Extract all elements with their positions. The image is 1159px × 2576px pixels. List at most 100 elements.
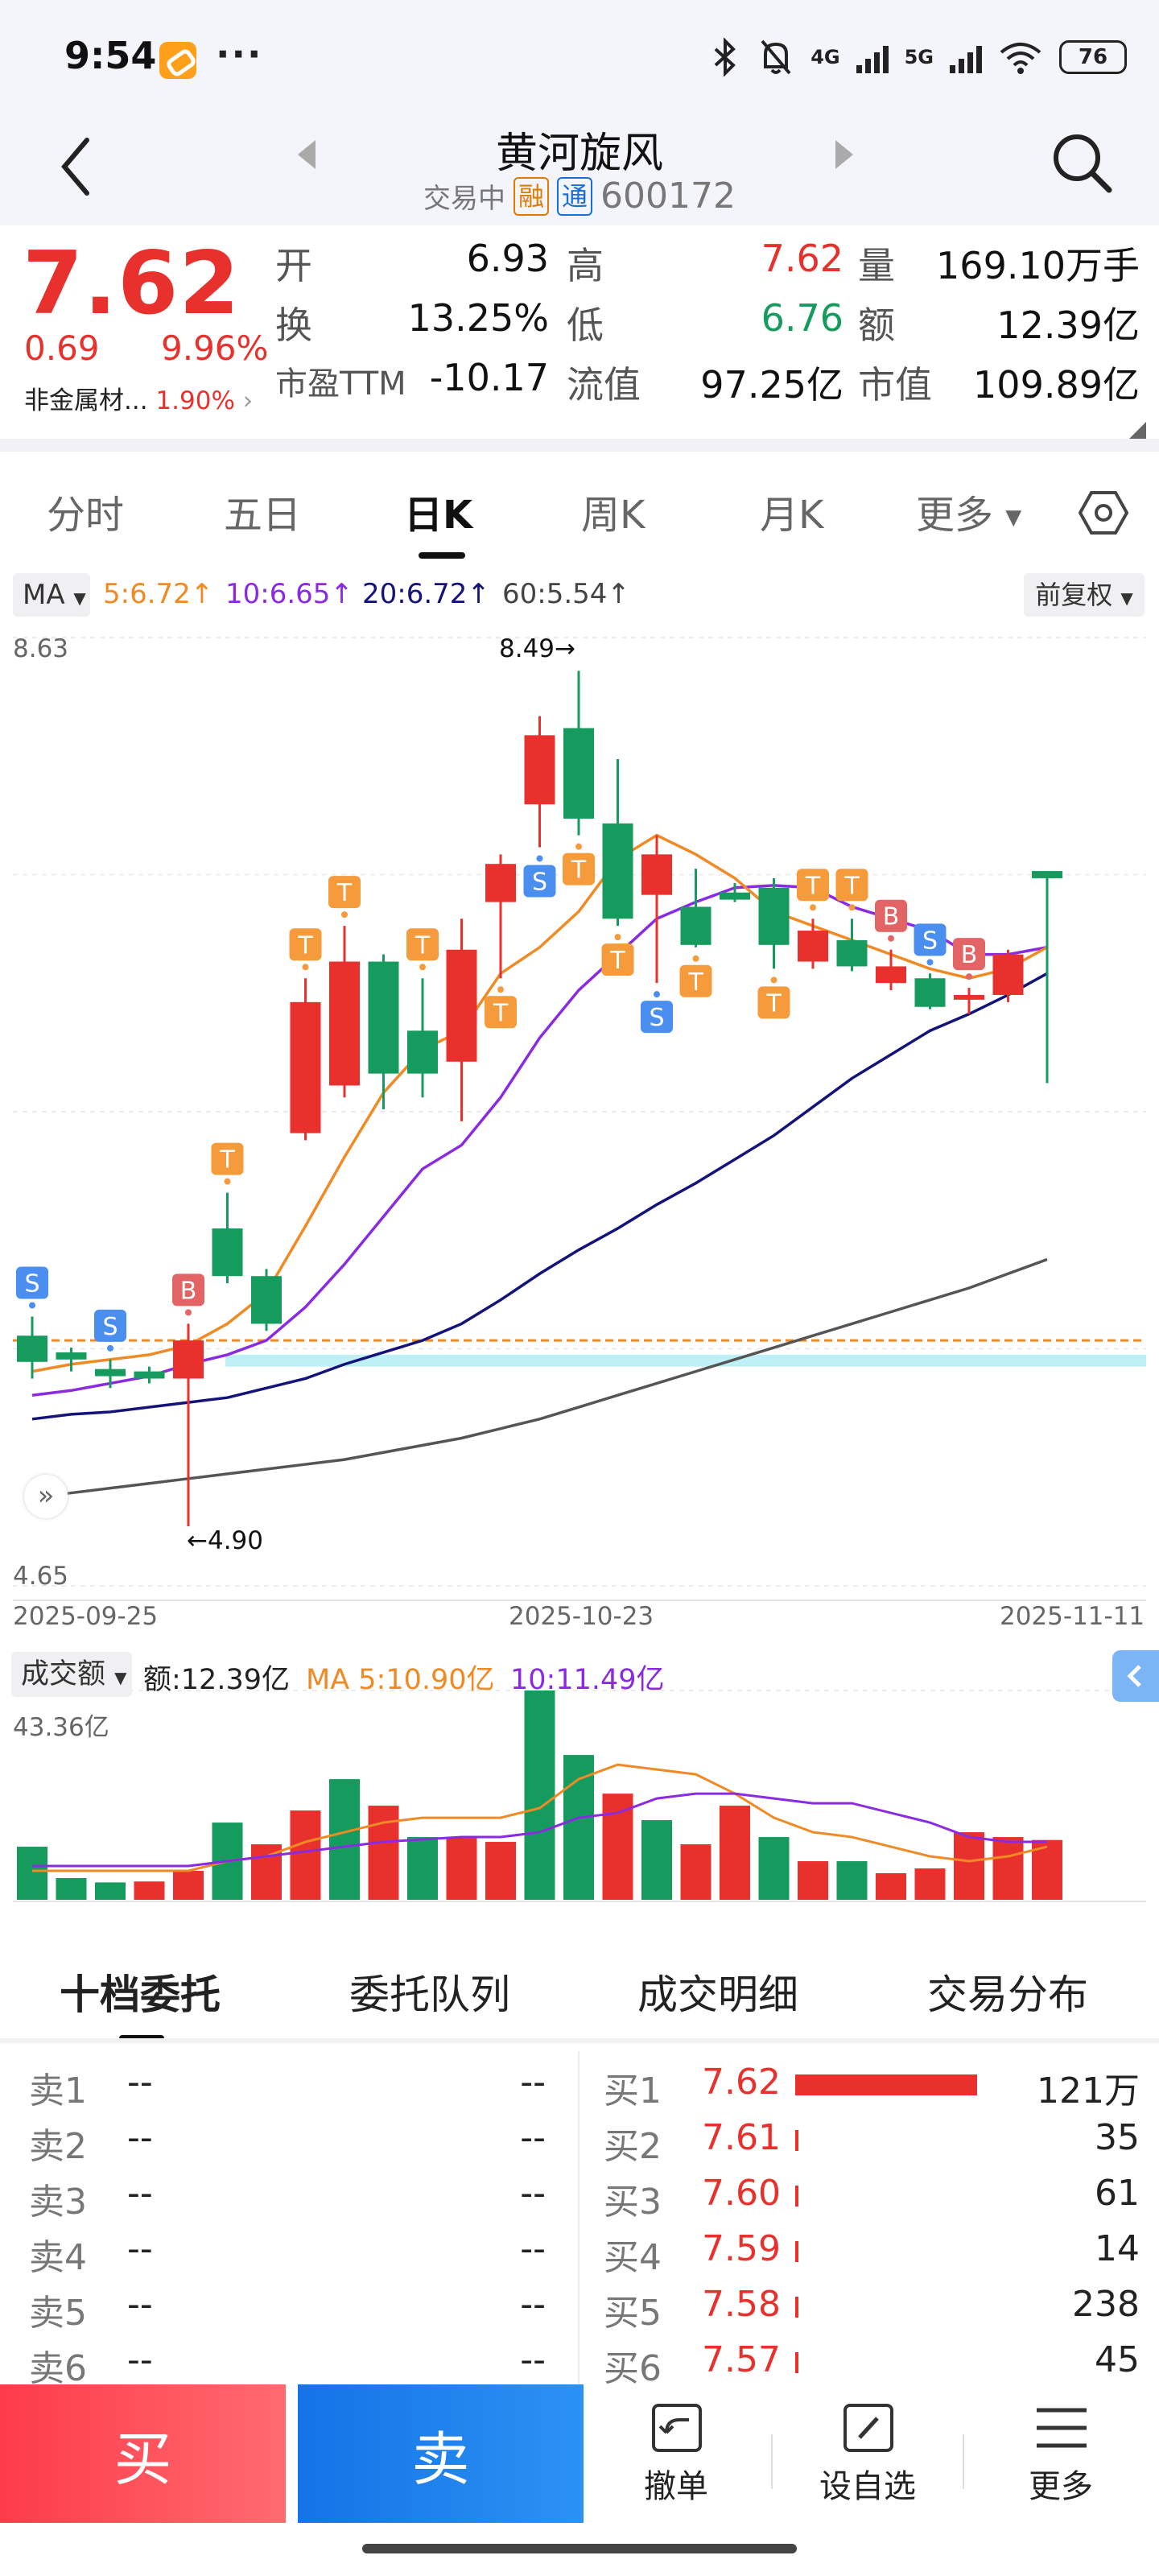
- volume-ma10: 10:11.49亿: [510, 1664, 665, 1696]
- caret-down-icon: ▼: [1005, 506, 1022, 530]
- buy-button[interactable]: 买: [0, 2384, 286, 2523]
- tab-trades[interactable]: 成交明细: [637, 1971, 798, 2018]
- adjust-select[interactable]: 前复权 ▼: [1024, 573, 1145, 617]
- ask-row[interactable]: 卖4 -- --: [0, 2220, 578, 2278]
- cancel-order-button[interactable]: 撤单: [596, 2396, 757, 2516]
- volume-bar: [798, 1861, 828, 1900]
- tab-five-day[interactable]: 五日: [224, 493, 302, 538]
- x-axis-mid: 2025-10-23: [509, 1602, 654, 1631]
- signal-marker-label: T: [687, 968, 703, 997]
- last-price: 7.62: [23, 233, 241, 334]
- x-axis-start: 2025-09-25: [13, 1602, 159, 1631]
- volume-bar: [524, 1690, 555, 1900]
- low-label: 低: [567, 303, 604, 347]
- menu-icon: [1037, 2408, 1087, 2448]
- signal-marker-label: T: [843, 872, 860, 900]
- bid-label: 买3: [604, 2182, 662, 2223]
- signal-dot: [966, 973, 972, 980]
- home-indicator: [362, 2544, 797, 2553]
- signal-marker-label: T: [297, 931, 313, 960]
- action-separator: [963, 2434, 964, 2489]
- status-bar: 9:54 ··· 4G 5G 76: [0, 0, 1159, 113]
- bid-volume: 121万: [1037, 2070, 1140, 2112]
- volume-label: 量: [858, 244, 895, 287]
- bid-volume: 14: [1095, 2228, 1140, 2269]
- settings-hexagon-icon[interactable]: [1079, 488, 1128, 538]
- tab-weekly-k[interactable]: 周K: [581, 493, 645, 538]
- tab-more[interactable]: 更多 ▼: [916, 483, 1021, 539]
- bid-row[interactable]: 买6 7.57 45: [580, 2331, 1159, 2389]
- high-label: 高: [567, 244, 604, 287]
- candle-body: [524, 735, 555, 805]
- bid-row[interactable]: 买2 7.61 35: [580, 2109, 1159, 2167]
- ask-price: --: [127, 2339, 153, 2380]
- ask-row[interactable]: 卖6 -- --: [0, 2331, 578, 2389]
- tab-intraday[interactable]: 分时: [47, 493, 125, 538]
- market-cap-value: 109.89亿: [973, 363, 1140, 407]
- bid-row[interactable]: 买4 7.59 14: [580, 2220, 1159, 2278]
- volume-indicator-select[interactable]: 成交额 ▼: [11, 1652, 132, 1697]
- candle-body: [914, 978, 946, 1007]
- bid-label: 买2: [604, 2126, 662, 2167]
- prev-stock-icon[interactable]: [298, 140, 316, 169]
- collapse-panel-button[interactable]: [1112, 1650, 1159, 1702]
- more-button[interactable]: 更多: [980, 2396, 1141, 2516]
- expand-corner-icon[interactable]: [1128, 422, 1146, 440]
- tab-distribution[interactable]: 交易分布: [927, 1971, 1088, 2018]
- signal-dot: [185, 1309, 192, 1316]
- ma20-legend: 20:6.72↑: [362, 578, 490, 610]
- indicator-select[interactable]: MA ▼: [13, 573, 90, 617]
- signal-marker: [523, 865, 556, 898]
- bid-price: 7.59: [702, 2228, 781, 2269]
- candle-body: [212, 1228, 243, 1277]
- bid-row[interactable]: 买1 7.62 121万: [580, 2054, 1159, 2112]
- signal-dot: [224, 1178, 231, 1185]
- signal-dot: [614, 934, 621, 941]
- sell-button[interactable]: 卖: [298, 2384, 584, 2523]
- ask-book: 卖1 -- -- 卖2 -- -- 卖3 -- -- 卖4 -- -- 卖5 -- -- 卖6 -- --: [0, 2049, 578, 2391]
- candle-body: [368, 961, 399, 1074]
- next-stock-icon[interactable]: [835, 140, 853, 169]
- bid-label: 买5: [604, 2293, 662, 2334]
- back-arrow-icon[interactable]: [56, 135, 95, 198]
- volume-ma10-line: [32, 1792, 1047, 1868]
- signal-dot: [341, 911, 348, 919]
- tab-daily-k[interactable]: 日K: [404, 493, 473, 538]
- bid-row[interactable]: 买3 7.60 61: [580, 2165, 1159, 2223]
- bid-row[interactable]: 买5 7.58 238: [580, 2276, 1159, 2334]
- add-watchlist-button[interactable]: 设自选: [787, 2396, 948, 2516]
- ask-row[interactable]: 卖1 -- --: [0, 2054, 578, 2112]
- section-divider: [0, 2038, 1159, 2043]
- tab-ten-level[interactable]: 十档委托: [60, 1971, 221, 2018]
- tab-monthly-k[interactable]: 月K: [760, 493, 824, 538]
- float-cap-value: 97.25亿: [700, 363, 843, 407]
- signal-dot: [29, 1302, 35, 1309]
- network-4g-label: 4G: [810, 46, 840, 68]
- ask-label: 卖3: [29, 2182, 87, 2223]
- volume-bar: [992, 1837, 1024, 1900]
- ask-row[interactable]: 卖2 -- --: [0, 2109, 578, 2167]
- signal-marker: [601, 943, 634, 976]
- tab-queue[interactable]: 委托队列: [349, 1971, 510, 2018]
- expand-arrows-icon[interactable]: »: [24, 1475, 68, 1518]
- ma20-legend-value: 20:6.72: [362, 578, 468, 610]
- search-icon[interactable]: [1050, 130, 1114, 195]
- ask-row[interactable]: 卖3 -- --: [0, 2165, 578, 2223]
- volume-bar: [680, 1844, 711, 1900]
- ask-row[interactable]: 卖5 -- --: [0, 2276, 578, 2334]
- signal-marker: [406, 928, 439, 961]
- cancel-order-label: 撤单: [644, 2468, 708, 2505]
- ma10-legend: 10:6.65↑: [225, 578, 353, 610]
- candle-body: [446, 949, 477, 1062]
- bid-book: 买1 7.62 121万 买2 7.61 35 买3 7.60 61 买4 7.59 14 买5 7.58…: [580, 2049, 1159, 2391]
- ask-label: 卖2: [29, 2126, 87, 2167]
- volume-bar: [290, 1810, 321, 1900]
- stock-subline: 交易中 融 通 600172: [0, 175, 1159, 217]
- signal-dot: [888, 935, 894, 942]
- volume-bar: [602, 1794, 633, 1900]
- industry-link[interactable]: 非金属材... 1.90% ›: [24, 380, 253, 416]
- signal-dot: [419, 964, 426, 971]
- volume-bar: [134, 1881, 165, 1900]
